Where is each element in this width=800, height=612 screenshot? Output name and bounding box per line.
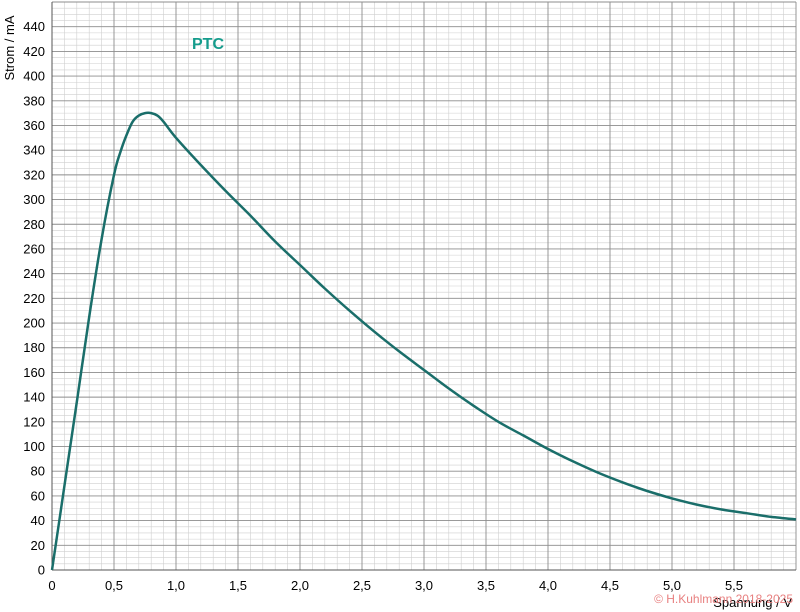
- x-tick-label: 5,0: [663, 578, 681, 593]
- y-tick-label: 80: [31, 464, 45, 479]
- y-tick-label: 420: [23, 44, 45, 59]
- x-tick-label: 4,0: [539, 578, 557, 593]
- x-tick-label: 2,5: [353, 578, 371, 593]
- y-tick-labels: 0 20 40 60 80 100 120 140 160 180 200 220 240 260 280 3…: [23, 19, 45, 577]
- y-tick-label: 440: [23, 19, 45, 34]
- series-label-ptc: PTC: [192, 36, 224, 53]
- x-tick-label: 3,5: [477, 578, 495, 593]
- x-tick-label: 4,5: [601, 578, 619, 593]
- y-tick-label: 240: [23, 266, 45, 281]
- y-tick-label: 400: [23, 69, 45, 84]
- y-tick-label: 220: [23, 291, 45, 306]
- x-tick-label: 1,0: [167, 578, 185, 593]
- series-line-ptc: [50, 111, 797, 571]
- y-tick-label: 360: [23, 118, 45, 133]
- y-tick-label: 120: [23, 414, 45, 429]
- x-tick-label: 3,0: [415, 578, 433, 593]
- y-tick-label: 200: [23, 316, 45, 331]
- x-tick-label: 1,5: [229, 578, 247, 593]
- y-tick-label: 140: [23, 390, 45, 405]
- y-tick-label: 0: [38, 563, 45, 578]
- x-tick-label: 0,5: [105, 578, 123, 593]
- x-tick-labels: 0 0,5 1,0 1,5 2,0 2,5 3,0 3,5 4,0 4,5 5,0 5,5: [48, 578, 743, 593]
- y-tick-label: 160: [23, 365, 45, 380]
- x-tick-label: 2,0: [291, 578, 309, 593]
- y-tick-label: 20: [31, 538, 45, 553]
- y-axis-label: Strom / mA: [2, 15, 17, 80]
- y-tick-label: 60: [31, 488, 45, 503]
- y-tick-label: 280: [23, 217, 45, 232]
- y-tick-label: 300: [23, 192, 45, 207]
- y-tick-label: 340: [23, 143, 45, 158]
- y-tick-label: 380: [23, 93, 45, 108]
- copyright-text: © H.Kuhlmann 2018-2025: [654, 592, 793, 606]
- y-tick-label: 320: [23, 167, 45, 182]
- x-tick-label: 0: [48, 578, 55, 593]
- y-tick-label: 40: [31, 513, 45, 528]
- x-axis-label: Spannung / V: [713, 595, 792, 610]
- x-tick-label: 5,5: [725, 578, 743, 593]
- y-tick-label: 180: [23, 340, 45, 355]
- major-grid: [51, 1, 797, 571]
- y-tick-label: 260: [23, 241, 45, 256]
- y-tick-label: 100: [23, 439, 45, 454]
